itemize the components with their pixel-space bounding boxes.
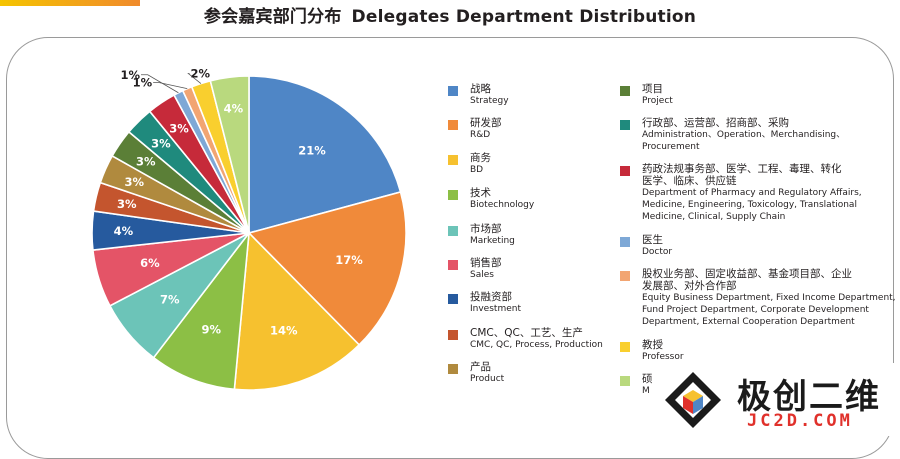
slice-leader-line [187, 73, 202, 84]
legend-label-en: CMC, QC, Process, Production [470, 340, 603, 350]
legend-label-zh: 行政部、运营部、招商部、采购 [642, 117, 789, 129]
legend-label-zh: 商务 [470, 152, 491, 164]
legend-swatch [620, 86, 630, 96]
legend-label-zh: 教授 [642, 339, 663, 351]
legend-text: 投融资部 Investment [470, 291, 521, 315]
legend-swatch [620, 237, 630, 247]
legend-label-en: Marketing [470, 236, 515, 246]
slice-data-label: 3% [125, 175, 145, 189]
legend-swatch [620, 271, 630, 281]
title-zh: 参会嘉宾部门分布 [203, 7, 342, 27]
header-accent-strip [0, 0, 140, 6]
legend-swatch [448, 260, 458, 270]
legend-label-zh: 药政法规事务部、医学、工程、毒理、转化 医学、临床、供应链 [642, 163, 842, 187]
legend-label-zh: 市场部 [470, 223, 502, 235]
watermark: 极创二维 JC2D.COM [655, 363, 900, 436]
legend-label-en: Strategy [470, 96, 509, 106]
legend-label-zh: 产品 [470, 361, 491, 373]
legend-label-en: Sales [470, 270, 494, 280]
legend-label-en: Project [642, 96, 673, 106]
slice-leader-line [140, 74, 179, 94]
pie-slice [209, 75, 250, 234]
slice-data-label: 7% [160, 293, 180, 307]
legend-text: 研发部 R&D [470, 117, 502, 141]
watermark-logo-icon [665, 372, 721, 428]
slice-data-label: 4% [224, 101, 244, 115]
legend-text: 行政部、运营部、招商部、采购 Administration、Operation、M… [642, 117, 845, 153]
legend-text: 销售部 Sales [470, 257, 502, 281]
legend-swatch [448, 190, 458, 200]
legend-text: 市场部 Marketing [470, 223, 515, 247]
slice-data-label-outside: 2% [191, 67, 211, 81]
legend-label-en: Administration、Operation、Merchandising、 … [642, 130, 846, 152]
legend-label-zh: 投融资部 [470, 291, 512, 303]
pie-slice [248, 75, 402, 235]
legend-text: 项目 Project [642, 83, 673, 107]
slice-data-label: 3% [169, 122, 189, 136]
title-en: Delegates Department Distribution [351, 7, 697, 27]
legend-label-zh: 项目 [642, 83, 663, 95]
legend-text: 产品 Product [470, 361, 504, 385]
legend-label-en: Equity Business Department, Fixed Income… [642, 293, 896, 327]
legend-label-en: Department of Pharmacy and Regulatory Af… [642, 188, 862, 222]
legend-swatch [620, 166, 630, 176]
legend-swatch [448, 330, 458, 340]
legend-label-en: Investment [470, 304, 521, 314]
slice-data-label-outside: 1% [133, 76, 153, 90]
legend-text: 战略 Strategy [470, 83, 509, 107]
slice-data-label: 3% [117, 197, 137, 211]
pie-slice [152, 230, 251, 391]
legend-label-en: R&D [470, 130, 491, 140]
legend-label-zh: CMC、QC、工艺、生产 [470, 327, 583, 339]
legend-label-zh: 医生 [642, 234, 663, 246]
legend-text: CMC、QC、工艺、生产 CMC, QC, Process, Production [470, 327, 603, 351]
page-title: 参会嘉宾部门分布 Delegates Department Distributio… [0, 2, 900, 27]
legend-label-en: BD [470, 165, 484, 175]
legend-text: 教授 Professor [642, 339, 684, 363]
slice-data-label: 17% [335, 253, 363, 267]
legend-label-en: Professor [642, 352, 684, 362]
legend-swatch [448, 120, 458, 130]
legend-label-zh: 硕 [642, 373, 653, 385]
legend-label-zh: 股权业务部、固定收益部、基金项目部、企业 发展部、对外合作部 [642, 268, 852, 292]
slice-data-label-outside: 1% [120, 68, 140, 82]
slice-data-label: 3% [151, 136, 171, 150]
legend-label-en: Product [470, 374, 505, 384]
legend-label-zh: 销售部 [470, 257, 502, 269]
legend-text: 医生 Doctor [642, 234, 672, 258]
legend-swatch [620, 120, 630, 130]
pie-chart: 21%17%14%9%7%6%4%3%3%3%3%3%4%1%1%2% [91, 67, 407, 391]
legend-swatch [620, 342, 630, 352]
legend-label-zh: 技术 [470, 187, 491, 199]
slice-data-label: 9% [201, 322, 221, 336]
legend-swatch [448, 294, 458, 304]
legend-swatch [448, 226, 458, 236]
watermark-text-cn: 极创二维 [737, 377, 881, 417]
pie-slice [233, 231, 361, 391]
watermark-text-en: JC2D.COM [747, 411, 853, 431]
slice-leader-line [153, 82, 188, 90]
legend-label-en: M [642, 386, 650, 396]
legend-swatch [448, 155, 458, 165]
legend-swatch [448, 364, 458, 374]
slice-data-label: 21% [298, 144, 326, 158]
legend-text: 药政法规事务部、医学、工程、毒理、转化 医学、临床、供应链 Department … [642, 163, 862, 223]
pie-slice [247, 190, 407, 347]
slice-data-label: 14% [270, 324, 298, 338]
legend-label-zh: 研发部 [470, 117, 502, 129]
slice-data-label: 4% [114, 224, 134, 238]
legend-text: 技术 Biotechnology [470, 187, 534, 211]
legend-text: 股权业务部、固定收益部、基金项目部、企业 发展部、对外合作部 Equity Bus… [642, 268, 896, 328]
legend-label-en: Biotechnology [470, 200, 535, 210]
legend-label-en: Doctor [642, 247, 673, 257]
legend-swatch [448, 86, 458, 96]
legend-label-zh: 战略 [470, 83, 491, 95]
legend-text: 商务 BD [470, 152, 491, 176]
slice-data-label: 3% [136, 154, 156, 168]
legend-swatch [620, 376, 630, 386]
slice-data-label: 6% [140, 256, 160, 270]
